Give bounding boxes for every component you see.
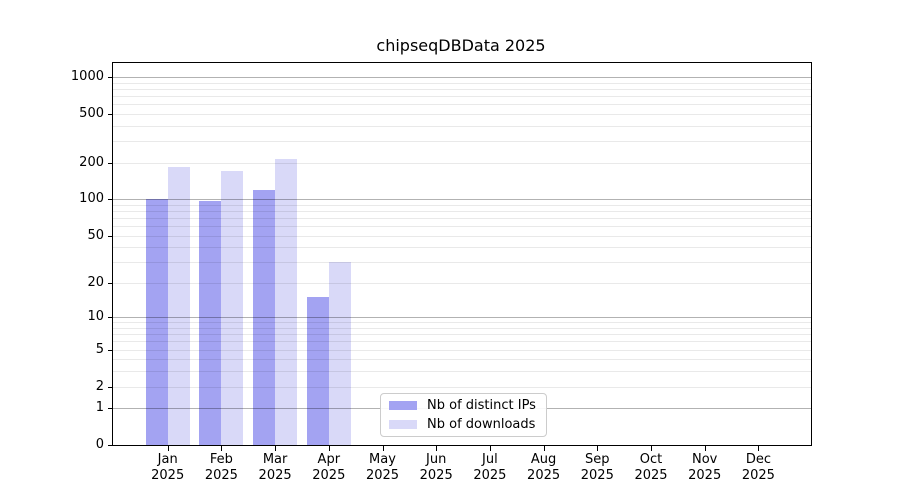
- y-tick-label-50: 50: [87, 227, 104, 243]
- x-tick-jan: [167, 446, 169, 451]
- bar-feb-nb-of-distinct-ips: [199, 201, 222, 445]
- minor-gridline-400: [113, 125, 811, 127]
- x-tick-label-apr: Apr 2025: [312, 452, 346, 483]
- minor-gridline-50: [113, 235, 811, 237]
- major-gridline-1000: [113, 77, 811, 78]
- minor-gridline-60: [113, 226, 811, 227]
- minor-gridline-7: [113, 334, 811, 336]
- bar-apr-nb-of-downloads: [328, 262, 351, 445]
- y-tick-2: [108, 386, 113, 388]
- legend-item-1: Nb of downloads: [389, 417, 538, 434]
- x-tick-dec: [758, 446, 760, 451]
- legend-swatch-1: [389, 420, 417, 430]
- minor-gridline-90: [113, 204, 811, 206]
- minor-gridline-2: [113, 386, 811, 388]
- chart-title: chipseqDBData 2025: [376, 36, 546, 55]
- y-tick-50: [108, 235, 113, 237]
- x-tick-feb: [221, 446, 223, 451]
- plot-area: 0 1 2 5 10 20 50 100 200 500 1000 Jan 2025 Feb 2025 M…: [71, 62, 812, 483]
- minor-gridline-30: [113, 262, 811, 264]
- x-tick-label-dec: Dec 2025: [741, 452, 775, 483]
- x-tick-label-nov: Nov 2025: [688, 452, 722, 483]
- y-tick-label-1: 1: [95, 400, 104, 416]
- y-tick-label-100: 100: [79, 191, 104, 207]
- minor-gridline-200: [113, 162, 811, 164]
- major-gridline-100: [113, 199, 811, 201]
- y-tick-label-10: 10: [87, 309, 104, 325]
- bar-mar-nb-of-downloads: [275, 158, 298, 445]
- bar-jan-nb-of-distinct-ips: [145, 199, 168, 445]
- x-tick-jul: [489, 446, 491, 451]
- bar-jan-nb-of-downloads: [167, 166, 190, 445]
- bar-mar-nb-of-distinct-ips: [253, 189, 276, 445]
- x-tick-aug: [543, 446, 545, 451]
- y-tick-20: [108, 282, 113, 284]
- x-tick-mar: [275, 446, 277, 451]
- legend-label-0: Nb of distinct IPs: [427, 397, 536, 413]
- legend-swatch-0: [389, 400, 417, 410]
- legend-label-1: Nb of downloads: [427, 417, 536, 433]
- x-tick-label-mar: Mar 2025: [258, 452, 292, 483]
- minor-gridline-3: [113, 371, 811, 373]
- y-tick-label-1000: 1000: [70, 69, 104, 84]
- y-tick-0: [108, 445, 113, 446]
- x-tick-label-jul: Jul 2025: [473, 452, 507, 483]
- y-tick-label-200: 200: [79, 154, 104, 170]
- y-tick-5: [108, 349, 113, 351]
- legend: Nb of distinct IPs Nb of downloads: [380, 393, 547, 437]
- x-tick-label-sep: Sep 2025: [580, 452, 614, 483]
- minor-gridline-900: [113, 82, 811, 84]
- bar-feb-nb-of-downloads: [221, 171, 244, 445]
- x-tick-label-jun: Jun 2025: [419, 452, 453, 483]
- x-tick-label-jan: Jan 2025: [151, 452, 185, 483]
- y-tick-1000: [108, 77, 113, 78]
- y-tick-label-20: 20: [87, 274, 104, 290]
- x-tick-label-may: May 2025: [365, 452, 400, 483]
- minor-gridline-700: [113, 96, 811, 97]
- minor-gridline-70: [113, 217, 811, 219]
- y-tick-100: [108, 199, 113, 201]
- x-tick-nov: [704, 446, 706, 451]
- x-tick-label-feb: Feb 2025: [204, 452, 238, 483]
- y-tick-label-5: 5: [95, 341, 104, 357]
- x-tick-label-aug: Aug 2025: [527, 452, 561, 483]
- y-tick-label-2: 2: [95, 378, 104, 394]
- y-tick-200: [108, 162, 113, 164]
- major-gridline-10: [113, 317, 811, 319]
- x-tick-label-oct: Oct 2025: [634, 452, 668, 483]
- minor-gridline-40: [113, 247, 811, 249]
- y-tick-1: [108, 408, 113, 410]
- minor-gridline-500: [113, 113, 811, 115]
- minor-gridline-6: [113, 341, 811, 343]
- x-tick-sep: [597, 446, 599, 451]
- legend-item-0: Nb of distinct IPs: [389, 397, 538, 414]
- bar-apr-nb-of-distinct-ips: [306, 297, 329, 445]
- minor-gridline-9: [113, 322, 811, 324]
- minor-gridline-4: [113, 359, 811, 361]
- y-tick-label-0: 0: [95, 437, 104, 452]
- y-tick-10: [108, 317, 113, 319]
- minor-gridline-80: [113, 210, 811, 212]
- x-tick-oct: [651, 446, 652, 451]
- minor-gridline-300: [113, 141, 811, 142]
- y-tick-500: [108, 113, 113, 115]
- y-tick-label-500: 500: [79, 105, 104, 121]
- minor-gridline-800: [113, 88, 811, 90]
- x-tick-jun: [436, 446, 438, 451]
- x-tick-may: [382, 446, 384, 451]
- minor-gridline-5: [113, 349, 811, 351]
- minor-gridline-8: [113, 328, 811, 329]
- minor-gridline-20: [113, 282, 811, 284]
- minor-gridline-600: [113, 104, 811, 106]
- x-tick-apr: [328, 446, 330, 451]
